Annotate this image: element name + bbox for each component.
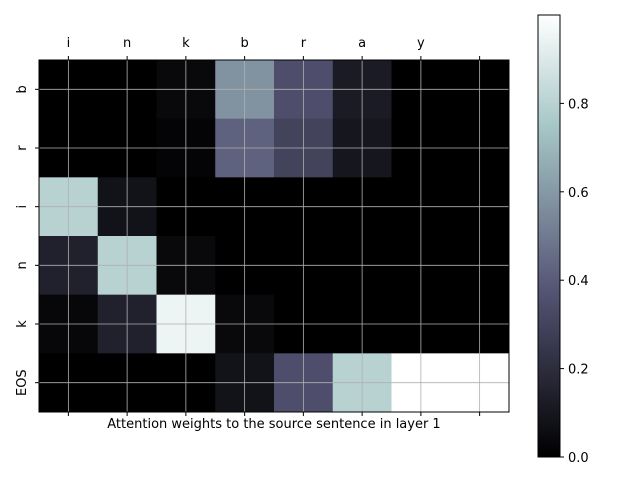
y-tick-label: b — [15, 85, 30, 93]
colorbar-tick-label: 0.4 — [568, 274, 589, 289]
y-tick-label: k — [15, 320, 30, 328]
heatmap-grid — [39, 60, 509, 412]
colorbar-tick-label: 0.2 — [568, 363, 589, 378]
colorbar-tick-label: 0.0 — [568, 451, 589, 466]
x-tick-label: b — [240, 36, 248, 51]
y-tick-label: EOS — [15, 369, 30, 396]
colorbar-tick-label: 0.6 — [568, 186, 589, 201]
colorbar-ticks: 0.0 0.2 0.4 0.6 0.8 — [560, 97, 589, 466]
colorbar-gradient — [537, 14, 561, 458]
x-tick-label: y — [417, 36, 425, 51]
y-axis-ticks: b r i n k EOS — [15, 85, 39, 396]
y-tick-label: i — [15, 205, 30, 209]
x-tick-label: r — [301, 36, 307, 51]
x-tick-label: k — [182, 36, 190, 51]
y-tick-label: r — [15, 145, 30, 151]
x-tick-label: a — [358, 36, 366, 51]
heatmap-cells — [39, 60, 510, 413]
x-axis-label: Attention weights to the source sentence… — [107, 417, 440, 432]
x-tick-label: n — [123, 36, 131, 51]
y-tick-label: n — [15, 261, 30, 269]
colorbar-tick-label: 0.8 — [568, 97, 589, 112]
colorbar: 0.0 0.2 0.4 0.6 0.8 — [537, 14, 589, 466]
heatmap-frame — [38, 59, 510, 413]
x-tick-label: i — [67, 36, 71, 51]
